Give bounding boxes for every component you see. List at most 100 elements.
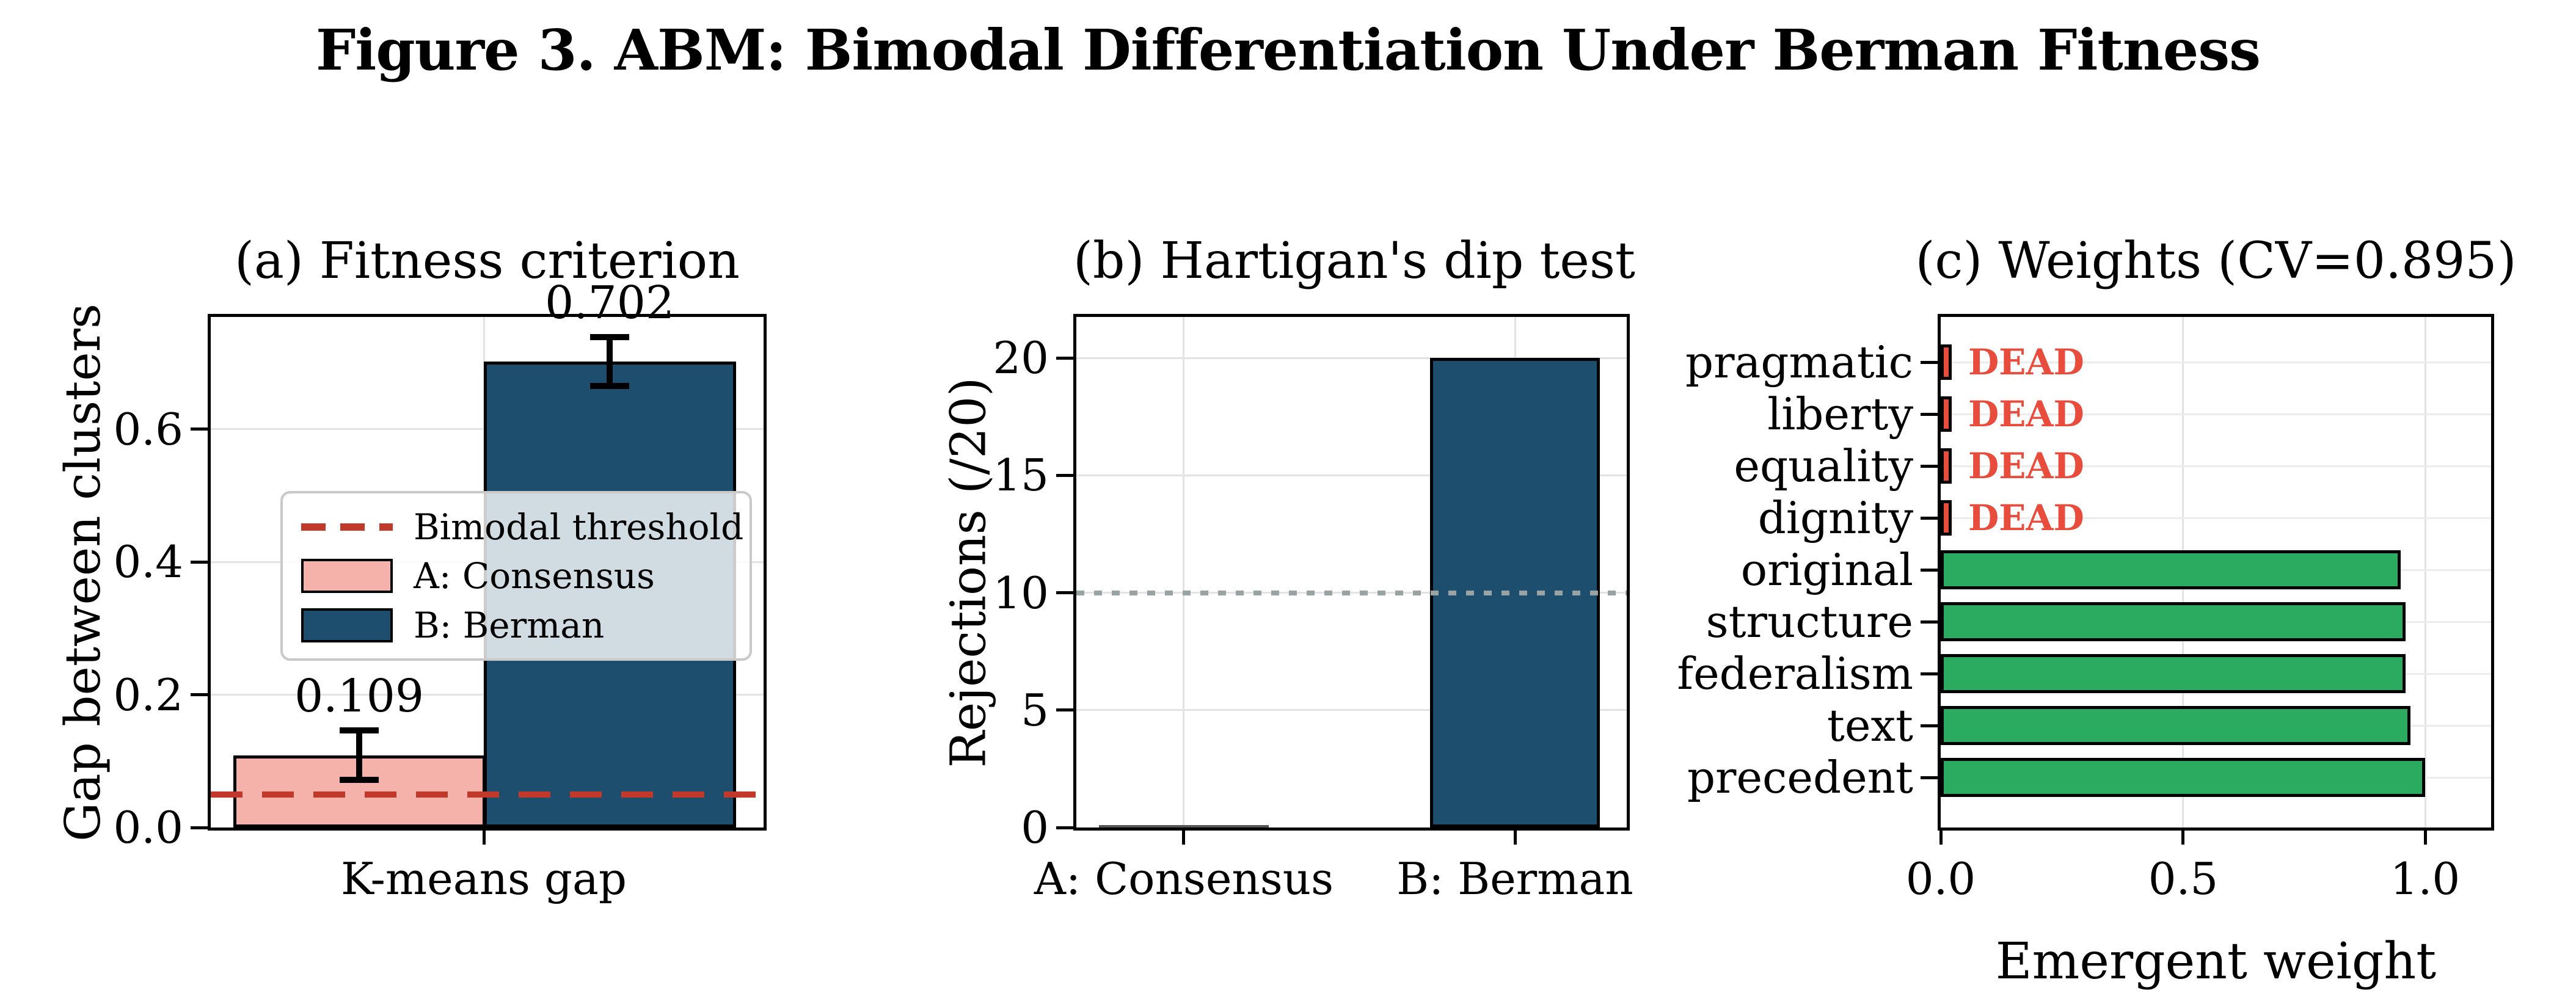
y-tick-mark: [1921, 413, 1938, 416]
dead-label: DEAD: [1968, 341, 2084, 383]
legend-item-consensus: A: Consensus: [301, 554, 750, 598]
threshold-line: [211, 791, 764, 798]
bar-c-original: [1941, 550, 2401, 589]
y-tick-mark: [1921, 724, 1938, 727]
x-tick-mark: [1182, 828, 1185, 845]
y-tick-label: federalism: [1677, 648, 1913, 699]
y-tick-label: 0: [1021, 802, 1049, 853]
x-tick-mark: [2181, 828, 2184, 845]
x-tick-label: 0.0: [1905, 853, 1976, 904]
y-tick-label: original: [1740, 544, 1913, 595]
bar-c-pragmatic: [1941, 344, 1952, 380]
y-tick-mark: [1921, 465, 1938, 468]
error-cap-bottom: [590, 383, 629, 389]
legend-item-threshold: Bimodal threshold: [301, 505, 750, 549]
gridline-x: [1183, 317, 1184, 828]
y-tick-label: 15: [993, 449, 1049, 501]
panel-c-xlabel: Emergent weight: [1995, 933, 2437, 991]
y-tick-label: 0.2: [113, 669, 183, 721]
y-tick-label: text: [1826, 700, 1913, 751]
y-tick-label: precedent: [1687, 752, 1913, 803]
figure-title: Figure 3. ABM: Bimodal Differentiation U…: [316, 17, 2261, 83]
panel-c-title: (c) Weights (CV=0.895): [1915, 232, 2517, 290]
panel-b-title: (b) Hartigan's dip test: [1073, 232, 1635, 290]
x-tick-label: 0.5: [2148, 853, 2219, 904]
dead-label: DEAD: [1968, 393, 2084, 435]
y-tick-mark: [1921, 517, 1938, 520]
y-tick-label: equality: [1734, 440, 1913, 492]
panel-a-axes: Bimodal threshold A: Consensus B: Berman…: [113, 277, 767, 904]
bar-value-label: 0.702: [545, 277, 674, 329]
panel-b-axes: 0 5 10 15 20 A: Consensus B: Berman: [993, 314, 1633, 904]
bar-c-text: [1941, 706, 2410, 745]
error-bar: [356, 730, 362, 779]
y-tick-label: 5: [1021, 685, 1049, 736]
y-tick-label: dignity: [1757, 492, 1913, 544]
legend-item-berman: B: Berman: [301, 603, 750, 647]
dead-label: DEAD: [1968, 497, 2084, 539]
legend-blue-patch-sample: [301, 608, 393, 642]
bar-b-a-consensus: [1099, 825, 1269, 828]
bar-c-precedent: [1941, 758, 2425, 797]
y-tick-mark: [1056, 591, 1073, 594]
bar-c-structure: [1941, 602, 2406, 641]
y-tick-mark: [191, 427, 208, 431]
y-tick-mark: [191, 826, 208, 829]
x-tick-label: B: Berman: [1396, 853, 1633, 904]
bar-c-equality: [1941, 448, 1952, 484]
gridline-y: [1941, 517, 2491, 519]
panel-a-title: (a) Fitness criterion: [234, 232, 740, 290]
error-bar: [607, 337, 613, 386]
y-tick-mark: [1056, 357, 1073, 360]
y-tick-label: 0.0: [113, 802, 183, 853]
legend: Bimodal threshold A: Consensus B: Berman: [280, 491, 752, 661]
y-tick-label: 20: [993, 332, 1049, 384]
y-tick-mark: [191, 561, 208, 564]
legend-red-dash-sample: [301, 523, 393, 531]
y-tick-label: liberty: [1767, 388, 1913, 440]
x-tick-mark: [483, 828, 486, 845]
x-tick-label: K-means gap: [341, 853, 627, 904]
x-tick-label: 1.0: [2390, 853, 2461, 904]
error-cap-top: [340, 727, 379, 733]
y-tick-mark: [1921, 569, 1938, 572]
error-cap-top: [590, 334, 629, 340]
y-tick-mark: [1056, 474, 1073, 477]
bar-c-dignity: [1941, 500, 1952, 536]
gridline-y: [1941, 362, 2491, 363]
gridline-y: [1941, 413, 2491, 415]
y-tick-label: 10: [993, 567, 1049, 619]
y-tick-mark: [191, 693, 208, 696]
y-tick-mark: [1921, 620, 1938, 624]
legend-label: A: Consensus: [414, 555, 655, 597]
gridline-y: [1076, 709, 1627, 711]
y-tick-label: structure: [1706, 596, 1913, 647]
x-tick-mark: [1939, 828, 1943, 845]
x-tick-label: A: Consensus: [1034, 853, 1334, 904]
gridline-x: [2425, 317, 2426, 828]
legend-label: Bimodal threshold: [414, 506, 744, 548]
x-tick-mark: [1514, 828, 1517, 845]
panel-c-axes: 0.0 0.5 1.0 pragmatic DEAD liberty DEAD equalit…: [1677, 314, 2494, 904]
bar-value-label: 0.109: [294, 670, 424, 722]
y-tick-mark: [1921, 361, 1938, 364]
gridline-y: [1941, 465, 2491, 467]
y-tick-label: 0.4: [113, 536, 183, 587]
y-tick-mark: [1056, 826, 1073, 829]
y-tick-label: pragmatic: [1685, 336, 1913, 388]
gridline-y: [1076, 475, 1627, 476]
bar-c-federalism: [1941, 654, 2406, 693]
y-tick-mark: [1921, 776, 1938, 779]
error-cap-bottom: [340, 777, 379, 783]
bar-c-liberty: [1941, 396, 1952, 432]
y-tick-mark: [1921, 672, 1938, 675]
y-tick-mark: [1056, 708, 1073, 711]
y-tick-label: 0.6: [113, 404, 183, 455]
legend-label: B: Berman: [414, 604, 605, 646]
legend-pink-patch-sample: [301, 559, 393, 593]
dead-label: DEAD: [1968, 445, 2084, 487]
gridline-y: [1076, 357, 1627, 359]
x-tick-mark: [2424, 828, 2427, 845]
refline-dotted: [1076, 591, 1627, 595]
